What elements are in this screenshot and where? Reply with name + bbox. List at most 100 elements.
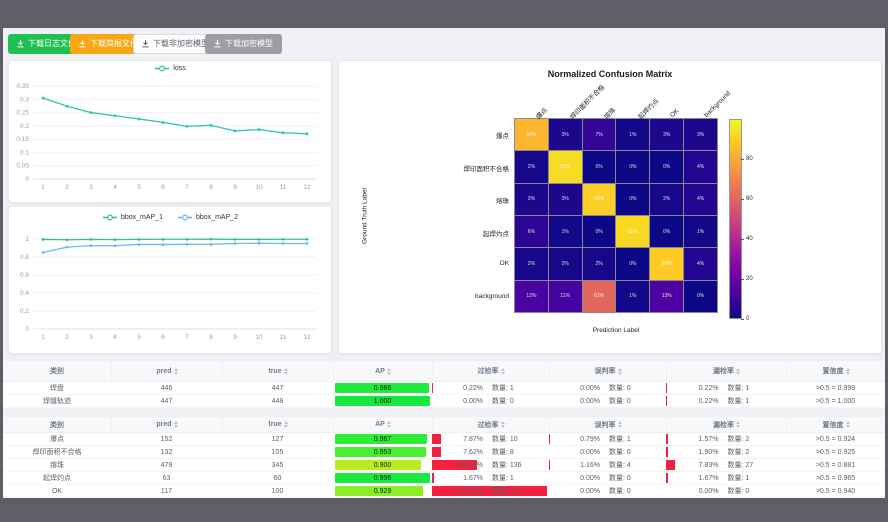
true-cell: 448 xyxy=(271,397,284,405)
matrix-cell-value: 3% xyxy=(561,196,569,203)
sort-caret-icon[interactable] xyxy=(736,367,740,375)
toolbar-button-download-report-file[interactable]: 下载简报文件 xyxy=(70,34,147,54)
column-header-误判率[interactable]: 误判率 xyxy=(549,361,666,381)
sort-caret-icon[interactable] xyxy=(283,367,288,375)
column-header-true[interactable]: true xyxy=(222,417,333,432)
matrix-row-label: 起焊灼点 xyxy=(483,230,509,238)
ap-cell: 0.967 xyxy=(333,433,432,445)
data-point xyxy=(257,128,261,131)
column-header-漏检率[interactable]: 漏检率 xyxy=(666,417,786,432)
legend-item-bbox_mAP_2[interactable]: bbox_mAP_2 xyxy=(177,214,238,221)
colorbar-tick-mark xyxy=(741,199,744,200)
missed-detection-percent: 7.83% xyxy=(698,461,719,469)
legend-item-bbox_mAP_1[interactable]: bbox_mAP_1 xyxy=(102,214,163,221)
matrix-cell: 6% xyxy=(515,216,548,248)
column-header-label: pred xyxy=(156,421,172,428)
y-tick-label: 0.1 xyxy=(20,149,29,156)
class-name-cell: OK xyxy=(51,487,63,495)
over-detection-bar xyxy=(432,383,433,393)
x-tick-label: 6 xyxy=(161,334,165,341)
data-point xyxy=(113,244,117,248)
sort-caret-icon[interactable] xyxy=(617,421,622,428)
missed-detection-cell: 1.90% 数量: 2 xyxy=(666,446,786,458)
toolbar-button-label: 下载加密模型 xyxy=(225,39,273,48)
data-point xyxy=(41,238,45,241)
column-header-pred[interactable]: pred xyxy=(111,417,222,432)
x-tick-label: 3 xyxy=(89,184,93,191)
sort-caret-icon[interactable] xyxy=(283,421,288,428)
x-tick-label: 9 xyxy=(233,334,237,341)
column-header-pred[interactable]: pred xyxy=(111,361,222,381)
data-point xyxy=(137,117,141,121)
class-name-cell: 焊印面积不合格 xyxy=(32,449,82,456)
ap-value: 0.967 xyxy=(373,435,392,443)
matrix-cell-value: 3% xyxy=(561,131,569,138)
column-header-误判率[interactable]: 误判率 xyxy=(549,417,666,432)
sort-caret-icon[interactable] xyxy=(386,367,391,375)
sort-caret-icon[interactable] xyxy=(845,421,850,428)
toolbar-button-download-encrypted-model[interactable]: 下载加密模型 xyxy=(205,34,282,54)
matrix-cell-value: 4% xyxy=(696,163,705,170)
sort-caret-icon[interactable] xyxy=(500,421,505,428)
matrix-cell: 90% xyxy=(582,183,616,215)
sort-caret-icon[interactable] xyxy=(845,367,850,375)
matrix-cell-value: 12% xyxy=(526,293,537,300)
x-tick-label: 7 xyxy=(185,334,189,341)
data-point xyxy=(281,131,285,135)
sort-caret-icon[interactable] xyxy=(617,367,622,375)
column-header-漏检率[interactable]: 漏检率 xyxy=(666,361,786,381)
misjudge-percent: 0.00% xyxy=(580,384,600,392)
matrix-cell-value: 11% xyxy=(560,293,571,300)
sort-caret-icon[interactable] xyxy=(173,421,178,428)
matrix-row-label: OK xyxy=(499,260,509,268)
matrix-cell: 2% xyxy=(548,248,582,280)
confidence-cell: >0.5 = 0.940 xyxy=(815,487,856,495)
matrix-cell: 0% xyxy=(616,248,650,280)
matrix-cell: 92% xyxy=(616,216,650,248)
column-header-true[interactable]: true xyxy=(222,361,333,381)
x-tick-label: 5 xyxy=(137,334,141,341)
missed-detection-count: 数量: 1 xyxy=(727,475,750,482)
matrix-cell-value: 1% xyxy=(696,228,705,235)
over-detection-count: 数量: 1 xyxy=(492,475,514,482)
column-header-label: true xyxy=(268,421,282,428)
legend-item-loss[interactable]: loss xyxy=(154,65,186,72)
x-tick-label: 12 xyxy=(303,184,311,191)
missed-detection-cell: 1.67% 数量: 1 xyxy=(666,472,786,484)
sort-caret-icon[interactable] xyxy=(500,367,505,375)
y-tick-label: 0.15 xyxy=(16,136,29,143)
over-detection-percent: 1.67% xyxy=(463,474,483,482)
column-header-过检率[interactable]: 过检率 xyxy=(432,417,549,432)
class-name-cell: 焊盘 xyxy=(50,385,64,392)
data-point xyxy=(41,96,45,100)
column-header-过检率[interactable]: 过检率 xyxy=(432,361,549,381)
x-tick-label: 1 xyxy=(41,184,45,191)
matrix-cell: 0% xyxy=(616,183,650,215)
tables-gap xyxy=(3,408,885,417)
matrix-cell: 4% xyxy=(684,183,717,215)
matrix-cell-value: 0% xyxy=(595,163,603,170)
data-point xyxy=(305,242,309,245)
column-header-AP[interactable]: AP xyxy=(333,361,432,381)
sort-caret-icon[interactable] xyxy=(386,421,391,428)
matrix-row-label: 焊印面积不合格 xyxy=(463,165,510,173)
matrix-cell-value: 2% xyxy=(663,196,671,203)
matrix-cell: 7% xyxy=(582,119,616,151)
column-header-置信度[interactable]: 置信度 xyxy=(786,417,885,432)
column-header-AP[interactable]: AP xyxy=(333,417,432,432)
column-header-置信度[interactable]: 置信度 xyxy=(786,361,885,381)
missed-detection-bar xyxy=(666,396,667,406)
data-point xyxy=(161,237,165,241)
sort-caret-icon[interactable] xyxy=(736,421,740,428)
true-cell: 127 xyxy=(271,435,284,443)
pred-cell: 63 xyxy=(162,474,171,482)
ap-value: 0.929 xyxy=(373,487,392,495)
x-tick-label: 7 xyxy=(185,184,189,191)
ap-cell: 0.996 xyxy=(333,472,432,484)
over-detection-bar xyxy=(432,473,434,483)
sort-caret-icon[interactable] xyxy=(173,367,178,375)
legend-label: loss xyxy=(173,65,186,72)
matrix-cell: 3% xyxy=(548,183,582,215)
column-header-label: 漏检率 xyxy=(713,368,734,375)
confusion-matrix-grid: 84% 3% 7% 1% 3% 3% 2% 93% 0% 0% 0% 4% 3% 3% 90% 0% 2% 4% 6… xyxy=(514,118,718,313)
